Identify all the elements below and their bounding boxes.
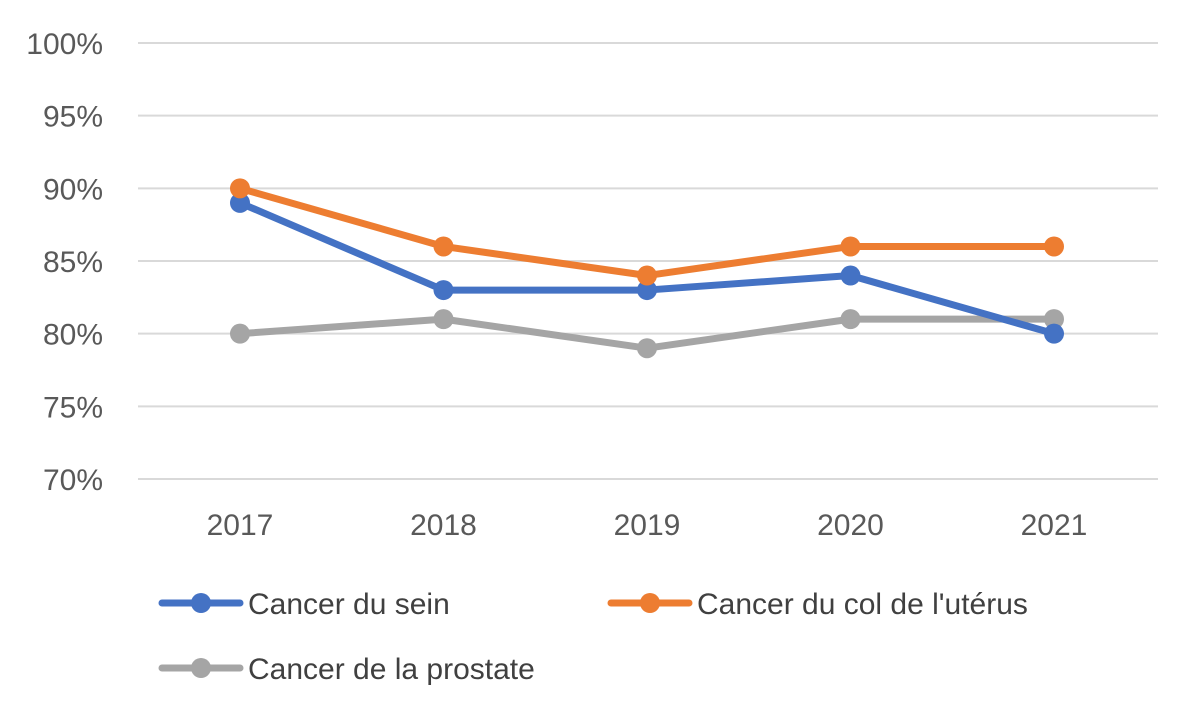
data-point [433,236,454,257]
series-line [236,184,1058,280]
legend-label: Cancer de la prostate [248,653,535,686]
data-point [230,192,250,213]
legend-entry-2: Cancer de la prostate [158,653,535,686]
data-point [230,178,250,199]
legend-swatch-marker [191,593,211,613]
x-axis-tick-labels: 2017 2018 2019 2020 2021 [207,509,1088,542]
y-tick-label: 100% [26,28,103,61]
legend: Cancer du sein Cancer du col de l'utérus C… [158,588,1028,686]
data-point [840,265,861,286]
series-0 [230,192,1064,344]
data-point [840,236,861,257]
data-point [1044,323,1064,344]
legend-entry-0: Cancer du sein [158,588,450,621]
y-tick-label: 95% [43,101,103,134]
data-point [1044,309,1064,330]
data-point [1044,236,1064,257]
legend-label: Cancer du col de l'utérus [697,588,1028,621]
legend-swatch-marker [640,593,660,613]
x-tick-label-2019: 2019 [614,509,681,542]
y-tick-label: 90% [43,173,103,206]
gridlines [138,42,1158,480]
data-point [230,323,250,344]
data-point [433,309,454,330]
y-tick-label: 75% [43,391,103,424]
y-tick-label: 70% [43,464,103,497]
data-point [840,309,861,330]
legend-swatch-marker [191,658,211,678]
y-axis-tick-labels: 70% 75% 80% 85% 90% 95% 100% [26,28,103,497]
y-tick-label: 85% [43,246,103,279]
legend-entry-1: Cancer du col de l'utérus [607,588,1028,621]
data-point [637,265,657,286]
data-point [433,280,454,301]
series-lines [230,178,1064,359]
x-tick-label-2021: 2021 [1021,509,1088,542]
series-2 [230,309,1064,359]
series-1 [230,178,1064,286]
data-point [637,280,657,301]
legend-label: Cancer du sein [248,588,450,621]
x-tick-label-2017: 2017 [207,509,274,542]
y-tick-label: 80% [43,319,103,352]
x-tick-label-2020: 2020 [817,509,884,542]
data-point [637,338,657,359]
x-tick-label-2018: 2018 [410,509,477,542]
